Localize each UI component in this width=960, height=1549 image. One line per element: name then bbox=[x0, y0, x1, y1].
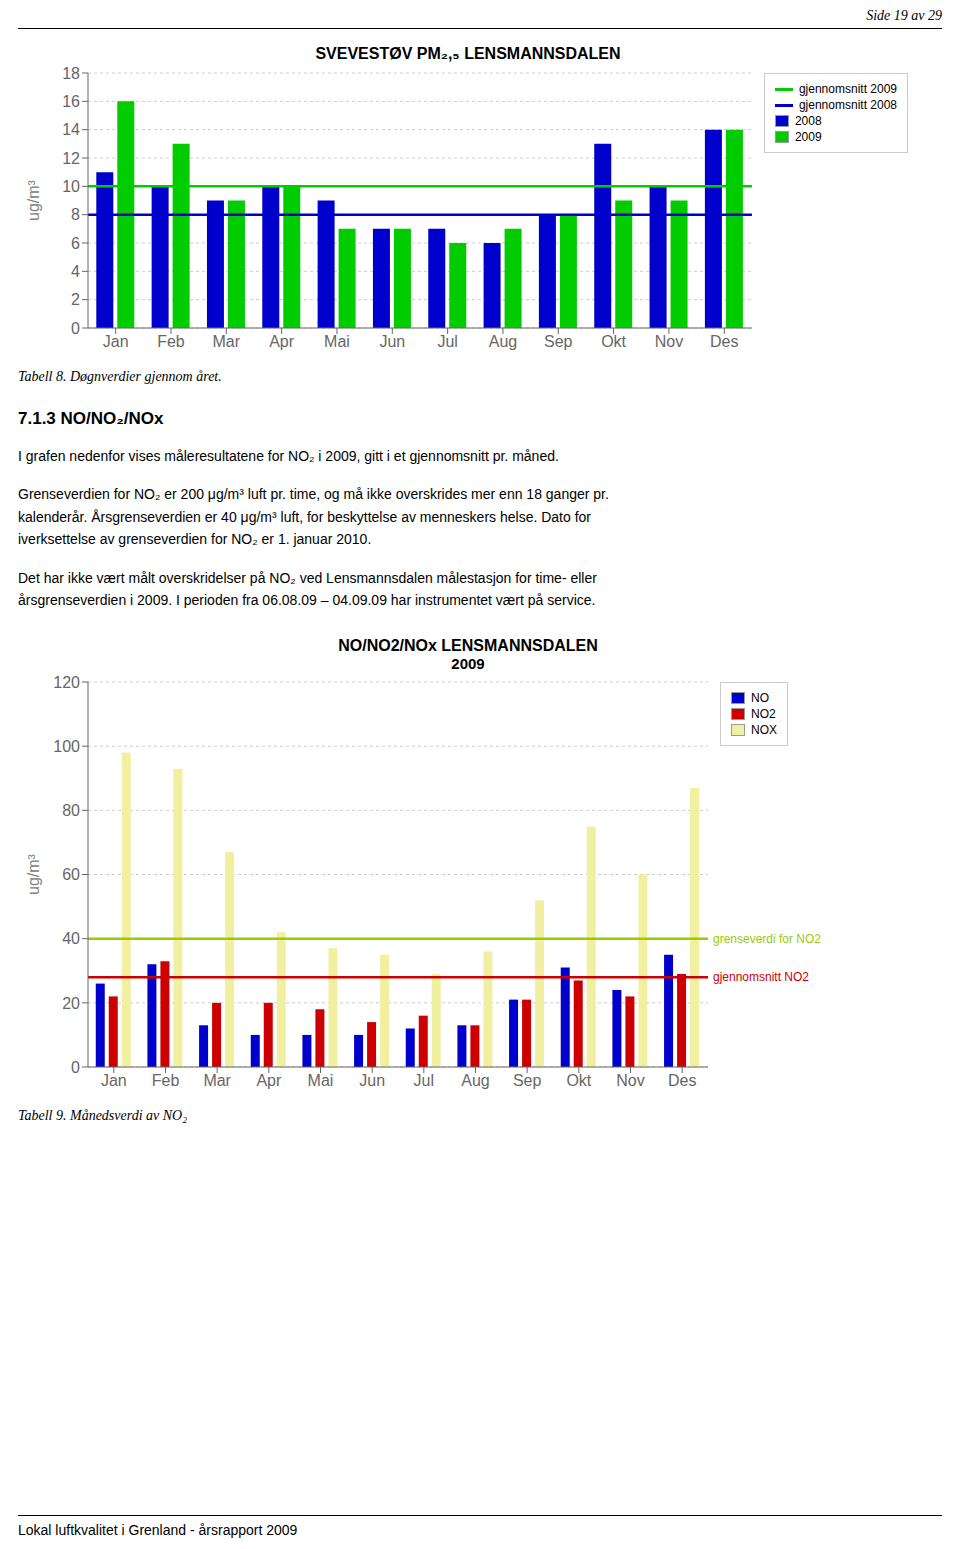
html-text:Tabell 8. Døgnverdier gjennom: Tabell 8. Døgnverdier gjennom året. bbox=[18, 369, 222, 384]
html-text:2008: 2008 bbox=[794, 114, 822, 128]
html-text:NOX: NOX bbox=[751, 723, 777, 738]
svg-text:Nov: Nov bbox=[655, 333, 683, 350]
svg-text:2: 2 bbox=[71, 291, 80, 308]
html-text:Tabell 9. Månedsverdi av NO₂: Tabell 9. Månedsverdi av NO₂ bbox=[18, 1108, 188, 1124]
svg-text:Jan: Jan bbox=[103, 333, 129, 350]
svg-text:8: 8 bbox=[71, 206, 80, 223]
svg-text:Mai: Mai bbox=[308, 1073, 334, 1090]
svg-text:4: 4 bbox=[71, 263, 80, 280]
html-text:7.1.3 NO/NO₂/NOx: 7.1.3 NO/NO₂/NOx bbox=[18, 409, 164, 428]
svg-text:Nov: Nov bbox=[616, 1073, 644, 1090]
svg-text:100: 100 bbox=[53, 738, 80, 755]
svg-text:Jun: Jun bbox=[379, 333, 405, 350]
html-text:2009: 2009 bbox=[794, 130, 822, 144]
svg-text:gjennomsnitt NO2: gjennomsnitt NO2 bbox=[713, 971, 809, 985]
svg-text:grenseverdi for NO2: grenseverdi for NO2 bbox=[713, 932, 821, 946]
svg-text:80: 80 bbox=[62, 802, 80, 819]
svg-text:18: 18 bbox=[62, 65, 80, 82]
svg-text:60: 60 bbox=[62, 867, 80, 884]
html-text:Side 19 av 29: Side 19 av 29 bbox=[866, 8, 942, 23]
svg-text:Aug: Aug bbox=[461, 1073, 489, 1090]
svg-text:Jun: Jun bbox=[359, 1073, 385, 1090]
svg-text:0: 0 bbox=[71, 320, 80, 337]
svg-text:Aug: Aug bbox=[489, 333, 517, 350]
svg-text:120: 120 bbox=[53, 674, 80, 691]
svg-text:Okt: Okt bbox=[566, 1073, 591, 1090]
svg-text:16: 16 bbox=[62, 93, 80, 110]
svg-text:Apr: Apr bbox=[256, 1073, 282, 1090]
svg-text:Feb: Feb bbox=[152, 1073, 180, 1090]
svg-text:Sep: Sep bbox=[513, 1073, 542, 1090]
svg-text:Okt: Okt bbox=[601, 333, 626, 350]
html-text:gjennomsnitt 2008: gjennomsnitt 2008 bbox=[798, 98, 897, 112]
html-text:SVEVESTØV PM₂,₅ LENSMANNSDALEN: SVEVESTØV PM₂,₅ LENSMANNSDALEN bbox=[315, 45, 621, 62]
svg-text:0: 0 bbox=[71, 1059, 80, 1076]
svg-text:6: 6 bbox=[71, 235, 80, 252]
svg-text:Jul: Jul bbox=[414, 1073, 434, 1090]
html-text:I grafen nedenfor vises målere: I grafen nedenfor vises måleresultatene … bbox=[18, 448, 559, 464]
svg-text:Des: Des bbox=[710, 333, 738, 350]
html-text:Grenseverdien for NO₂ er 200 μ: Grenseverdien for NO₂ er 200 μg/m³ luft … bbox=[18, 486, 609, 548]
svg-text:Des: Des bbox=[668, 1073, 696, 1090]
svg-text:Feb: Feb bbox=[157, 333, 185, 350]
svg-text:ug/m³: ug/m³ bbox=[25, 854, 42, 896]
svg-text:Mar: Mar bbox=[203, 1073, 231, 1090]
html-text:Lokal luftkvalitet i Grenland: Lokal luftkvalitet i Grenland - årsrappo… bbox=[18, 1522, 298, 1538]
svg-text:Jul: Jul bbox=[437, 333, 457, 350]
html-text:NO/NO2/NOx LENSMANNSDALEN: NO/NO2/NOx LENSMANNSDALEN bbox=[338, 637, 598, 655]
html-text:gjennomsnitt 2009: gjennomsnitt 2009 bbox=[798, 82, 897, 96]
svg-text:40: 40 bbox=[62, 931, 80, 948]
svg-text:Mar: Mar bbox=[213, 333, 241, 350]
html-text:NO: NO bbox=[751, 691, 769, 706]
svg-text:14: 14 bbox=[62, 121, 80, 138]
svg-text:10: 10 bbox=[62, 178, 80, 195]
svg-text:Sep: Sep bbox=[544, 333, 573, 350]
svg-text:Jan: Jan bbox=[101, 1073, 127, 1090]
svg-text:ug/m³: ug/m³ bbox=[25, 179, 42, 221]
svg-text:20: 20 bbox=[62, 995, 80, 1012]
html-text:2009: 2009 bbox=[451, 655, 485, 673]
html-text:Det har ikke vært målt overskr: Det har ikke vært målt overskridelser på… bbox=[18, 569, 597, 608]
html-text:NO2: NO2 bbox=[751, 707, 776, 722]
svg-text:12: 12 bbox=[62, 150, 80, 167]
svg-text:Apr: Apr bbox=[269, 333, 295, 350]
svg-text:Mai: Mai bbox=[324, 333, 350, 350]
